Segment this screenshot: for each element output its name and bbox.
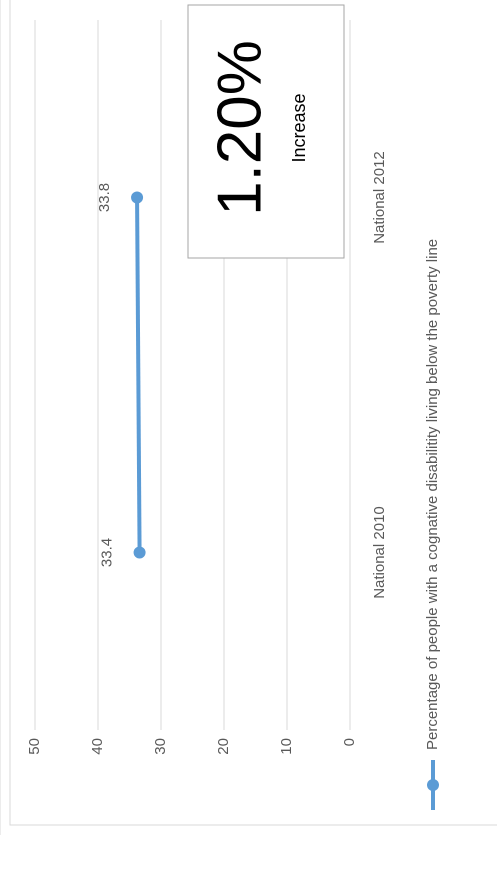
annotation-label: Increase <box>289 93 309 162</box>
x-tick-label: National 2012 <box>371 151 388 244</box>
data-point <box>131 191 144 204</box>
series-line <box>135 197 142 553</box>
data-label: 33.4 <box>99 538 116 567</box>
y-tick-label: 0 <box>341 738 358 746</box>
y-tick-label: 40 <box>89 738 106 755</box>
y-tick-label: 20 <box>215 738 232 755</box>
y-tick-label: 50 <box>26 738 43 755</box>
legend-marker <box>427 779 439 791</box>
chart-frame <box>9 0 497 826</box>
annotation-box <box>187 4 345 259</box>
legend-label: Percentage of people with a cognative di… <box>424 239 441 750</box>
data-point <box>133 546 146 559</box>
rotated-chart: 1.20% Increase 0 10 20 30 40 50 National 2010 N… <box>0 0 497 835</box>
annotation-value: 1.20% <box>205 40 274 216</box>
y-tick-label: 10 <box>278 738 295 755</box>
y-tick-label: 30 <box>152 738 169 755</box>
data-label: 33.8 <box>96 183 113 212</box>
x-tick-label: National 2010 <box>371 506 388 599</box>
